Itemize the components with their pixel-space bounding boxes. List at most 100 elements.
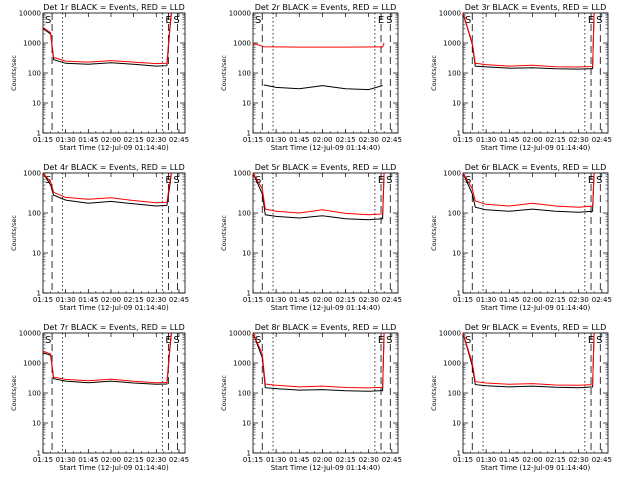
y-tick-label: 10 [452,420,461,428]
y-tick-label: 100 [448,210,461,218]
y-tick-label: 10 [32,420,41,428]
interval-marker-label: S [386,175,392,186]
x-tick-label: 02:00 [522,136,542,144]
interval-marker-label: S [173,175,179,186]
interval-marker-label: E [378,335,384,346]
y-tick-label: 1000 [23,40,41,48]
x-tick-label: 01:45 [499,136,519,144]
x-tick-label: 02:30 [146,136,166,144]
y-axis-label: Counts/sec [430,215,438,251]
x-tick-label: 02:30 [569,456,589,464]
x-tick-label: 01:45 [78,136,98,144]
y-tick-label: 1 [37,130,41,138]
interval-marker-label: S [173,335,179,346]
plot-title: Det 6r BLACK = Events, RED = LLD [465,163,607,172]
x-tick-label: 02:15 [124,296,144,304]
x-tick-label: 01:30 [266,296,286,304]
x-tick-label: 02:45 [592,296,612,304]
x-tick-label: 01:30 [476,296,496,304]
lld-series-line [462,332,595,386]
y-tick-label: 10000 [229,330,251,338]
x-tick-label: 01:15 [243,296,263,304]
x-tick-label: 02:00 [101,456,121,464]
y-tick-label: 10000 [19,10,41,18]
x-axis-label: Start Time (12-Jul-09 01:14:40) [481,464,591,472]
x-tick-label: 01:30 [56,456,76,464]
x-tick-label: 01:15 [243,456,263,464]
lld-series-line [42,332,172,384]
interval-marker-label: S [255,335,261,346]
plot-panel-3: Det 3r BLACK = Events, RED = LLD 1 10 100 10… [430,3,612,152]
x-tick-label: 02:45 [382,296,402,304]
x-tick-label: 01:15 [453,456,473,464]
x-axis-label: Start Time (12-Jul-09 01:14:40) [481,304,591,312]
events-series-line [42,332,172,385]
x-axis-label: Start Time (12-Jul-09 01:14:40) [271,464,381,472]
plot-title: Det 7r BLACK = Events, RED = LLD [43,323,185,332]
plot-frame [252,332,399,454]
y-tick-label: 1000 [23,170,41,178]
x-tick-label: 01:30 [56,296,76,304]
plot-title: Det 1r BLACK = Events, RED = LLD [43,3,185,12]
interval-marker-label: S [255,15,261,26]
plot-panel-5: Det 5r BLACK = Events, RED = LLD 1 10 100 10… [220,163,402,312]
y-axis-label: Counts/sec [10,375,18,411]
plot-panel-6: Det 6r BLACK = Events, RED = LLD 1 10 100 10… [430,163,612,312]
interval-marker-label: S [465,175,471,186]
plot-title: Det 4r BLACK = Events, RED = LLD [43,163,185,172]
lld-series-line [42,12,172,65]
plot-title: Det 5r BLACK = Events, RED = LLD [255,163,397,172]
interval-marker-label: S [173,15,179,26]
x-tick-label: 01:15 [33,136,53,144]
y-tick-label: 100 [448,390,461,398]
x-tick-label: 02:15 [124,136,144,144]
lld-series-line [252,42,385,48]
y-axis-label: Counts/sec [220,215,228,251]
x-tick-label: 02:45 [169,136,189,144]
x-tick-label: 02:30 [146,456,166,464]
x-tick-label: 02:00 [522,456,542,464]
x-tick-label: 02:15 [335,296,355,304]
y-axis-label: Counts/sec [430,55,438,91]
y-tick-label: 1 [457,290,461,298]
x-tick-label: 01:30 [266,456,286,464]
interval-marker-label: S [465,15,471,26]
plot-panel-8: Det 8r BLACK = Events, RED = LLD 1 10 100 10… [220,323,402,472]
plot-frame [42,172,186,294]
x-tick-label: 01:45 [289,456,309,464]
interval-marker-label: E [378,15,384,26]
x-tick-label: 01:15 [33,296,53,304]
x-tick-label: 01:15 [453,296,473,304]
x-tick-label: 02:15 [545,456,565,464]
interval-marker-label: S [596,15,602,26]
interval-marker-label: S [386,15,392,26]
y-tick-label: 100 [28,210,41,218]
interval-marker-label: S [45,15,51,26]
y-tick-label: 10 [452,250,461,258]
y-tick-label: 100 [238,210,251,218]
y-tick-label: 10 [242,100,251,108]
interval-marker-label: S [45,335,51,346]
y-tick-label: 1 [247,450,251,458]
y-axis-label: Counts/sec [10,55,18,91]
x-tick-label: 01:15 [33,456,53,464]
interval-marker-label: E [588,15,594,26]
x-tick-label: 02:45 [592,456,612,464]
interval-marker-label: E [588,175,594,186]
x-tick-label: 01:45 [78,456,98,464]
y-tick-label: 1000 [233,40,251,48]
interval-marker-label: S [596,335,602,346]
y-tick-label: 100 [448,70,461,78]
lld-series-line [252,332,385,389]
x-tick-label: 01:30 [56,136,76,144]
lld-series-line [462,172,595,208]
y-tick-label: 1 [37,450,41,458]
y-tick-label: 10 [32,250,41,258]
x-tick-label: 02:15 [124,456,144,464]
plot-frame [252,172,399,294]
plot-panel-1: Det 1r BLACK = Events, RED = LLD 1 10 100 10… [10,3,189,152]
x-tick-label: 01:15 [453,136,473,144]
y-tick-label: 10000 [439,330,461,338]
x-tick-label: 01:30 [476,136,496,144]
